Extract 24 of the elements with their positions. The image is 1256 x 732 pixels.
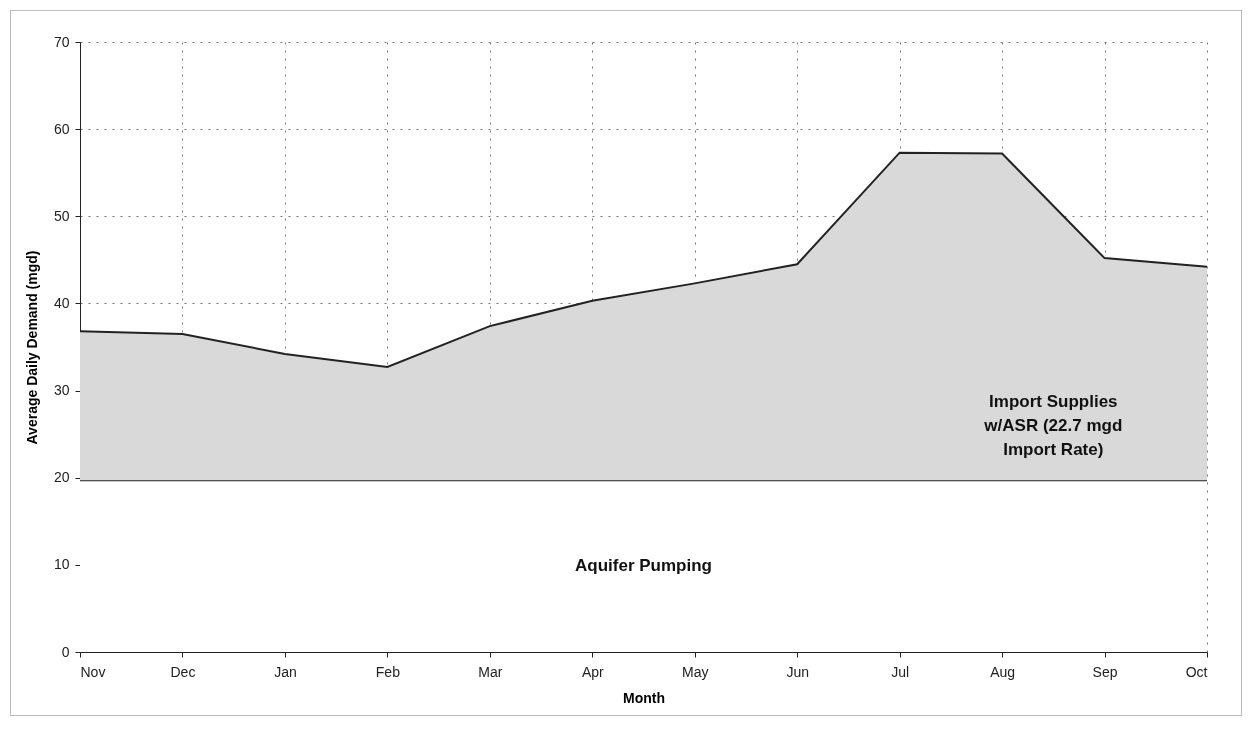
x-tick-label: Feb xyxy=(375,663,401,680)
x-tick-label: May xyxy=(682,663,709,680)
x-tick-label: Jul xyxy=(891,663,910,680)
series-label: Aquifer Pumping xyxy=(575,555,712,575)
y-tick-label: 70 xyxy=(53,33,70,50)
x-tick-label: Sep xyxy=(1092,663,1118,680)
x-tick-label: Nov xyxy=(80,663,106,680)
y-tick-label: 10 xyxy=(53,556,70,573)
y-tick-label: 20 xyxy=(53,469,70,486)
x-tick-label: Oct xyxy=(1185,663,1208,680)
x-tick-label: Jan xyxy=(274,663,297,680)
x-tick-label: Dec xyxy=(170,663,196,680)
y-tick-label: 50 xyxy=(53,207,70,224)
y-tick-label: 30 xyxy=(53,382,70,399)
y-axis-title: Average Daily Demand (mgd) xyxy=(23,250,40,445)
series-label: Import Supplies w/ASR (22.7 mgd Import Rate) xyxy=(983,391,1123,459)
y-tick-label: 40 xyxy=(53,294,70,311)
y-tick-label: 0 xyxy=(61,643,70,660)
x-tick-label: Apr xyxy=(581,663,604,680)
x-tick-label: Jun xyxy=(786,663,809,680)
x-axis-title: Month xyxy=(623,689,665,706)
y-tick-label: 60 xyxy=(53,120,70,137)
x-tick-label: Aug xyxy=(990,663,1016,680)
x-tick-label: Mar xyxy=(478,663,503,680)
